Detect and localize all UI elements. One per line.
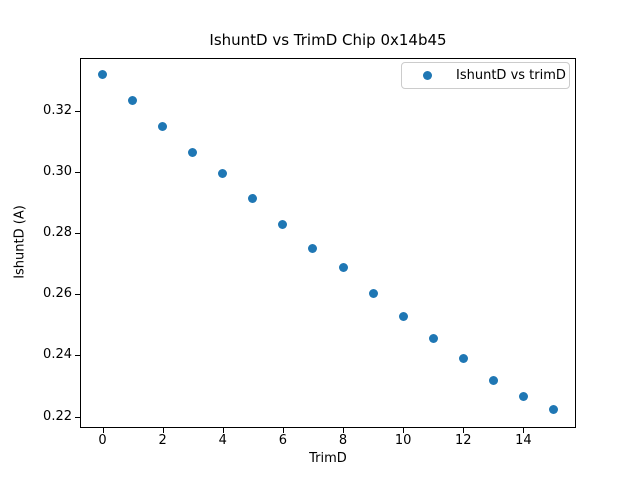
x-tick-mark (282, 428, 284, 433)
scatter-point (98, 69, 108, 79)
scatter-point (188, 148, 198, 158)
x-tick-label: 14 (515, 433, 532, 448)
scatter-marker-icon (423, 71, 432, 80)
scatter-point (488, 375, 498, 385)
y-tick-mark (75, 416, 80, 418)
x-tick-mark (102, 428, 104, 433)
scatter-point (128, 95, 138, 105)
y-tick-mark (75, 233, 80, 235)
x-tick-label: 8 (338, 433, 348, 448)
x-tick-mark (463, 428, 465, 433)
scatter-point (428, 333, 438, 343)
x-tick-label: 2 (158, 433, 167, 448)
x-tick-label: 12 (454, 433, 472, 448)
scatter-point (308, 244, 318, 254)
y-axis-label: IshuntD (A) (12, 205, 28, 279)
y-tick-label: 0.28 (43, 225, 72, 241)
legend-label: IshuntD vs trimD (456, 68, 566, 83)
y-tick-label: 0.22 (43, 408, 72, 424)
x-tick-label: 4 (218, 433, 227, 448)
x-tick-mark (343, 428, 345, 433)
scatter-point (248, 194, 258, 204)
y-tick-mark (75, 294, 80, 296)
y-tick-label: 0.30 (43, 164, 72, 180)
x-tick-mark (222, 428, 224, 433)
x-tick-mark (403, 428, 405, 433)
x-tick-label: 6 (278, 433, 288, 448)
scatter-point (398, 312, 408, 322)
y-tick-mark (75, 111, 80, 113)
x-axis-label: TrimD (309, 451, 347, 466)
y-tick-label: 0.24 (43, 347, 72, 363)
x-tick-label: 10 (394, 433, 412, 448)
x-tick-label: 0 (98, 433, 107, 448)
scatter-point (518, 391, 528, 401)
legend: IshuntD vs trimD (401, 62, 570, 89)
plot-area (80, 58, 576, 428)
x-tick-mark (162, 428, 164, 433)
chart-title: IshuntD vs TrimD Chip 0x14b45 (209, 31, 447, 49)
scatter-point (278, 219, 288, 229)
scatter-point (218, 168, 228, 178)
y-tick-mark (75, 355, 80, 357)
scatter-point (158, 121, 168, 131)
scatter-point (548, 405, 558, 415)
scatter-point (458, 353, 468, 363)
y-tick-mark (75, 172, 80, 174)
y-tick-label: 0.32 (43, 103, 72, 119)
scatter-point (338, 262, 348, 272)
scatter-point (368, 289, 378, 299)
y-tick-label: 0.26 (43, 286, 72, 302)
x-tick-mark (523, 428, 525, 433)
